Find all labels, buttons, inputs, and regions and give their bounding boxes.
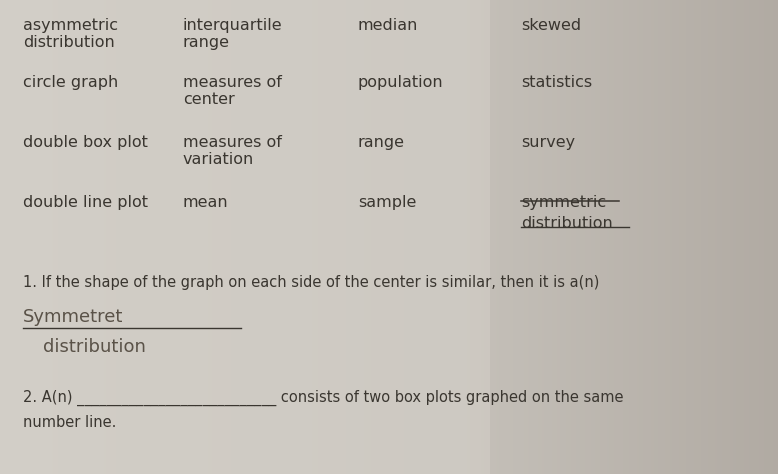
Text: mean: mean [183, 195, 229, 210]
Text: circle graph: circle graph [23, 75, 118, 90]
Text: distribution: distribution [43, 338, 145, 356]
Text: number line.: number line. [23, 415, 117, 430]
Text: measures of
center: measures of center [183, 75, 282, 108]
Text: population: population [358, 75, 443, 90]
Text: distribution: distribution [521, 216, 613, 231]
Text: range: range [358, 135, 405, 150]
Text: 1. If the shape of the graph on each side of the center is similar, then it is a: 1. If the shape of the graph on each sid… [23, 275, 600, 290]
Text: skewed: skewed [521, 18, 581, 33]
Text: symmetric: symmetric [521, 195, 606, 210]
Text: interquartile
range: interquartile range [183, 18, 282, 50]
Text: measures of
variation: measures of variation [183, 135, 282, 167]
Text: survey: survey [521, 135, 576, 150]
Text: double line plot: double line plot [23, 195, 149, 210]
Text: median: median [358, 18, 419, 33]
FancyBboxPatch shape [0, 0, 490, 474]
Text: statistics: statistics [521, 75, 592, 90]
Text: Symmetret: Symmetret [23, 308, 124, 326]
Text: double box plot: double box plot [23, 135, 149, 150]
Text: asymmetric
distribution: asymmetric distribution [23, 18, 118, 50]
Text: 2. A(n) ___________________________ consists of two box plots graphed on the sam: 2. A(n) ___________________________ cons… [23, 390, 624, 406]
Text: sample: sample [358, 195, 416, 210]
